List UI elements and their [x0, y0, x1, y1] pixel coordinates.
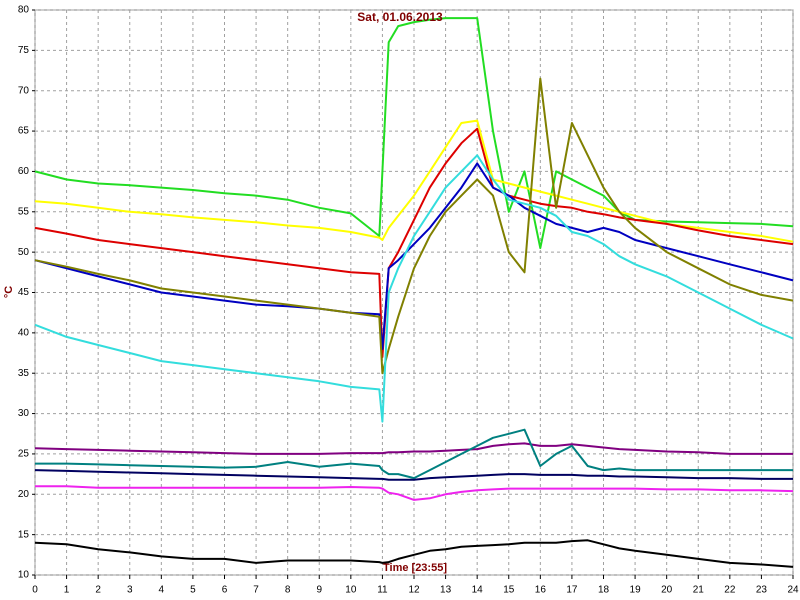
x-tick-label: 4 [159, 585, 165, 596]
series-line [34, 77, 794, 375]
x-tick-label: 6 [222, 585, 228, 596]
y-tick-label: 75 [18, 45, 30, 56]
series-line [34, 469, 793, 481]
y-tick-label: 65 [18, 126, 30, 137]
y-tick-label: 60 [18, 166, 30, 177]
x-tick-label: 12 [408, 585, 420, 596]
x-tick-label: 18 [598, 585, 610, 596]
x-tick-label: 23 [756, 585, 768, 596]
y-tick-label: 50 [18, 247, 30, 258]
x-tick-label: 1 [64, 585, 70, 596]
y-tick-label: 45 [18, 287, 30, 298]
x-tick-label: 22 [724, 585, 736, 596]
chart-title: Sat, 01.06.2013 [357, 10, 443, 24]
y-tick-label: 25 [18, 449, 30, 460]
y-tick-label: 55 [18, 206, 30, 217]
x-tick-label: 20 [661, 585, 673, 596]
y-axis-label: °C [3, 286, 15, 298]
series-line [35, 485, 794, 501]
x-tick-label: 8 [285, 585, 291, 596]
y-tick-label: 80 [18, 5, 30, 16]
series-line [34, 442, 793, 455]
x-tick-label: 17 [566, 585, 578, 596]
series-line [34, 17, 794, 250]
x-tick-label: 9 [316, 585, 322, 596]
series-line [34, 162, 794, 350]
y-tick-label: 20 [18, 489, 30, 500]
y-tick-label: 10 [18, 570, 30, 581]
x-tick-label: 13 [440, 585, 452, 596]
x-tick-label: 14 [472, 585, 484, 596]
x-tick-label: 5 [190, 585, 196, 596]
x-tick-label: 15 [503, 585, 515, 596]
series-line [34, 539, 794, 568]
series-line [34, 154, 794, 423]
y-tick-label: 35 [18, 368, 30, 379]
y-tick-label: 15 [18, 529, 30, 540]
x-tick-label: 16 [535, 585, 547, 596]
x-axis-label: Time [23:55] [383, 562, 447, 574]
y-tick-label: 40 [18, 327, 30, 338]
x-tick-label: 11 [377, 585, 388, 596]
y-tick-label: 70 [18, 85, 30, 96]
x-tick-label: 3 [127, 585, 133, 596]
x-tick-label: 2 [95, 585, 101, 596]
x-tick-label: 0 [32, 585, 38, 596]
series-line [34, 119, 794, 243]
x-tick-label: 19 [630, 585, 642, 596]
x-tick-label: 10 [345, 585, 357, 596]
x-tick-label: 21 [693, 585, 705, 596]
series-line [35, 428, 793, 480]
x-tick-label: 7 [253, 585, 259, 596]
x-tick-label: 24 [787, 585, 799, 596]
y-tick-label: 30 [18, 408, 30, 419]
